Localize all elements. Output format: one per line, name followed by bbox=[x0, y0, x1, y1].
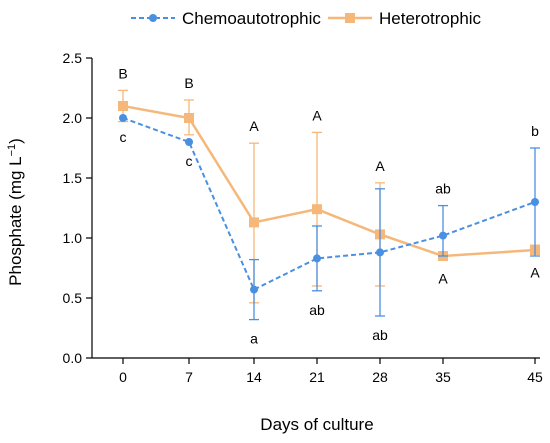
data-point-chemoautotrophic bbox=[250, 285, 258, 294]
data-point-chemoautotrophic bbox=[119, 114, 127, 122]
x-tick-label: 0 bbox=[119, 369, 127, 385]
data-point-heterotrophic bbox=[118, 101, 128, 111]
significance-label-chemoautotrophic: ab bbox=[309, 302, 325, 318]
x-tick-label: 35 bbox=[435, 369, 451, 385]
significance-label-chemoautotrophic: c bbox=[120, 129, 127, 145]
significance-label-chemoautotrophic: c bbox=[186, 153, 193, 169]
significance-label-heterotrophic: A bbox=[530, 265, 540, 281]
legend: Chemoautotrophic Heterotrophic bbox=[131, 9, 482, 28]
significance-label-heterotrophic: A bbox=[438, 271, 448, 287]
significance-label-heterotrophic: B bbox=[184, 75, 193, 91]
y-axis-title: Phosphate (mg L−1) bbox=[6, 138, 25, 286]
series-chemoautotrophic: c c a ab ab ab b bbox=[119, 114, 540, 347]
significance-label-chemoautotrophic: ab bbox=[372, 327, 388, 343]
significance-label-heterotrophic: A bbox=[375, 158, 385, 174]
significance-label-heterotrophic: A bbox=[312, 107, 322, 123]
legend-marker-heterotrophic bbox=[345, 13, 355, 23]
legend-label-heterotrophic: Heterotrophic bbox=[379, 9, 482, 28]
significance-label-chemoautotrophic: a bbox=[250, 331, 258, 347]
x-tick-label: 7 bbox=[185, 369, 193, 385]
legend-label-chemoautotrophic: Chemoautotrophic bbox=[182, 9, 321, 28]
x-tick-label: 14 bbox=[246, 369, 262, 385]
data-point-heterotrophic bbox=[184, 113, 194, 123]
y-tick-label: 0.0 bbox=[63, 350, 83, 366]
legend-marker-chemoautotrophic bbox=[149, 14, 157, 22]
series-heterotrophic: B B A A A A A bbox=[118, 65, 540, 304]
data-point-chemoautotrophic bbox=[439, 231, 447, 240]
x-tick-label: 21 bbox=[309, 369, 325, 385]
series-line-chemoautotrophic bbox=[122, 117, 536, 291]
y-tick-label: 0.5 bbox=[63, 290, 83, 306]
data-point-heterotrophic bbox=[312, 204, 322, 215]
series-line-heterotrophic bbox=[122, 104, 536, 258]
significance-label-chemoautotrophic: ab bbox=[435, 181, 451, 197]
data-point-chemoautotrophic bbox=[185, 138, 193, 146]
significance-label-heterotrophic: B bbox=[118, 65, 127, 81]
y-tick-label: 2.5 bbox=[63, 50, 83, 66]
axes: 0.0 0.5 1.0 1.5 2.0 2.5 0 7 14 21 28 35 45 bbox=[63, 50, 543, 385]
significance-label-heterotrophic: A bbox=[249, 118, 259, 134]
data-point-chemoautotrophic bbox=[313, 254, 321, 263]
significance-label-chemoautotrophic: b bbox=[531, 123, 539, 139]
plot-area: B B A A A A Ac c a ab ab ab b bbox=[118, 65, 540, 347]
x-axis-title: Days of culture bbox=[260, 415, 373, 434]
y-tick-label: 1.0 bbox=[63, 230, 83, 246]
y-tick-label: 2.0 bbox=[63, 110, 83, 126]
data-point-heterotrophic bbox=[249, 217, 259, 228]
data-point-chemoautotrophic bbox=[531, 198, 539, 206]
x-tick-label: 45 bbox=[527, 369, 543, 385]
x-tick-label: 28 bbox=[372, 369, 388, 385]
y-tick-label: 1.5 bbox=[63, 170, 83, 186]
data-point-chemoautotrophic bbox=[376, 248, 384, 257]
